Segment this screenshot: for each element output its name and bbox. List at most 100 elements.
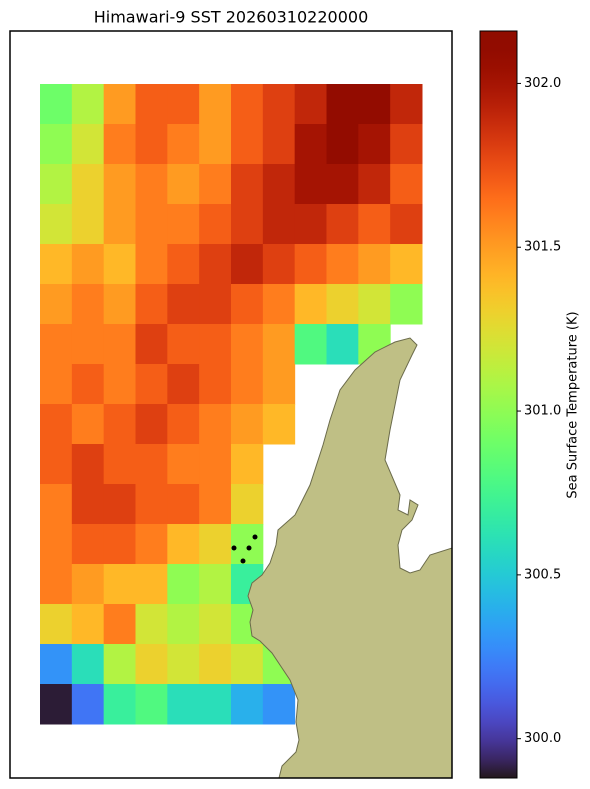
sst-cell xyxy=(135,484,168,525)
sst-cell xyxy=(71,644,105,685)
sst-cell xyxy=(199,564,232,605)
sst-cell xyxy=(199,244,232,285)
sst-cell xyxy=(390,204,423,245)
sst-cell xyxy=(40,524,73,565)
sst-cell xyxy=(199,404,232,445)
sst-cell xyxy=(294,324,327,365)
sst-cell xyxy=(262,244,296,285)
sst-cell xyxy=(40,124,73,165)
sst-cell xyxy=(135,524,168,565)
sst-cell xyxy=(71,564,105,605)
sst-cell xyxy=(103,124,136,165)
sst-cell xyxy=(231,244,264,285)
sst-cell xyxy=(135,444,168,485)
station-dot xyxy=(252,534,258,540)
sst-cell xyxy=(262,204,296,245)
sst-cell xyxy=(231,404,264,445)
sst-cell xyxy=(40,364,73,405)
sst-cell xyxy=(71,204,105,245)
sst-cell xyxy=(294,204,327,245)
sst-cell xyxy=(167,444,200,485)
sst-cell xyxy=(231,324,264,365)
sst-cell xyxy=(40,644,73,685)
sst-cell xyxy=(40,204,73,245)
sst-cell xyxy=(262,84,296,125)
station-dot xyxy=(246,545,252,551)
sst-cell xyxy=(71,604,105,645)
sst-cell xyxy=(103,404,136,445)
sst-cell xyxy=(231,644,264,685)
sst-cell xyxy=(358,204,391,245)
sst-cell xyxy=(199,644,232,685)
sst-cell xyxy=(40,324,73,365)
sst-cell xyxy=(358,84,391,125)
sst-cell xyxy=(40,244,73,285)
sst-cell xyxy=(40,604,73,645)
sst-cell xyxy=(135,604,168,645)
sst-cell xyxy=(390,244,423,285)
sst-cell xyxy=(262,124,296,165)
sst-cell xyxy=(103,644,136,685)
sst-cell xyxy=(103,484,136,525)
colorbar-tick-label: 301.5 xyxy=(524,240,561,255)
sst-cell xyxy=(135,684,168,725)
sst-cell xyxy=(199,324,232,365)
sst-cell xyxy=(262,324,296,365)
sst-cell xyxy=(262,684,296,725)
sst-cell xyxy=(231,124,264,165)
sst-cell xyxy=(199,124,232,165)
sst-cell xyxy=(71,364,105,405)
colorbar xyxy=(479,30,518,779)
sst-cell xyxy=(231,284,264,325)
sst-cell xyxy=(167,404,200,445)
sst-cell xyxy=(103,364,136,405)
sst-cell xyxy=(135,324,168,365)
sst-cell xyxy=(135,284,168,325)
sst-cell xyxy=(231,444,264,485)
sst-cell xyxy=(231,684,264,725)
colorbar-tick-label: 302.0 xyxy=(524,76,561,91)
sst-cell xyxy=(326,204,359,245)
sst-cell xyxy=(199,84,232,125)
sst-cell xyxy=(167,524,200,565)
station-dot xyxy=(231,545,237,551)
sst-cell xyxy=(71,84,105,125)
sst-cell xyxy=(167,364,200,405)
sst-cell xyxy=(103,524,136,565)
sst-cell xyxy=(167,124,200,165)
sst-cell xyxy=(199,364,232,405)
stations xyxy=(231,534,258,564)
sst-cell xyxy=(135,404,168,445)
sst-cell xyxy=(326,164,359,205)
colorbar-label: Sea Surface Temperature (K) xyxy=(566,311,581,498)
sst-cell xyxy=(40,84,73,125)
sst-cell xyxy=(199,444,232,485)
sst-cell xyxy=(199,604,232,645)
sst-cell xyxy=(358,124,391,165)
sst-cell xyxy=(262,284,296,325)
sst-cell xyxy=(103,444,136,485)
sst-cell xyxy=(167,324,200,365)
sst-cell xyxy=(358,244,391,285)
sst-cell xyxy=(262,364,296,405)
sst-cell xyxy=(40,564,73,605)
sst-cell xyxy=(167,284,200,325)
sst-cell xyxy=(40,164,73,205)
sst-cell xyxy=(326,324,359,365)
sst-cell xyxy=(358,164,391,205)
sst-cell xyxy=(167,204,200,245)
sst-cell xyxy=(71,404,105,445)
sst-cell xyxy=(103,684,136,725)
sst-cell xyxy=(71,484,105,525)
sst-cell xyxy=(167,244,200,285)
sst-cell xyxy=(262,404,296,445)
sst-cell xyxy=(71,684,105,725)
sst-cell xyxy=(231,84,264,125)
sst-cell xyxy=(294,244,327,285)
sst-cell xyxy=(294,84,327,125)
sst-cell xyxy=(294,284,327,325)
sst-cell xyxy=(71,284,105,325)
sst-cell xyxy=(40,404,73,445)
sst-cell xyxy=(199,484,232,525)
